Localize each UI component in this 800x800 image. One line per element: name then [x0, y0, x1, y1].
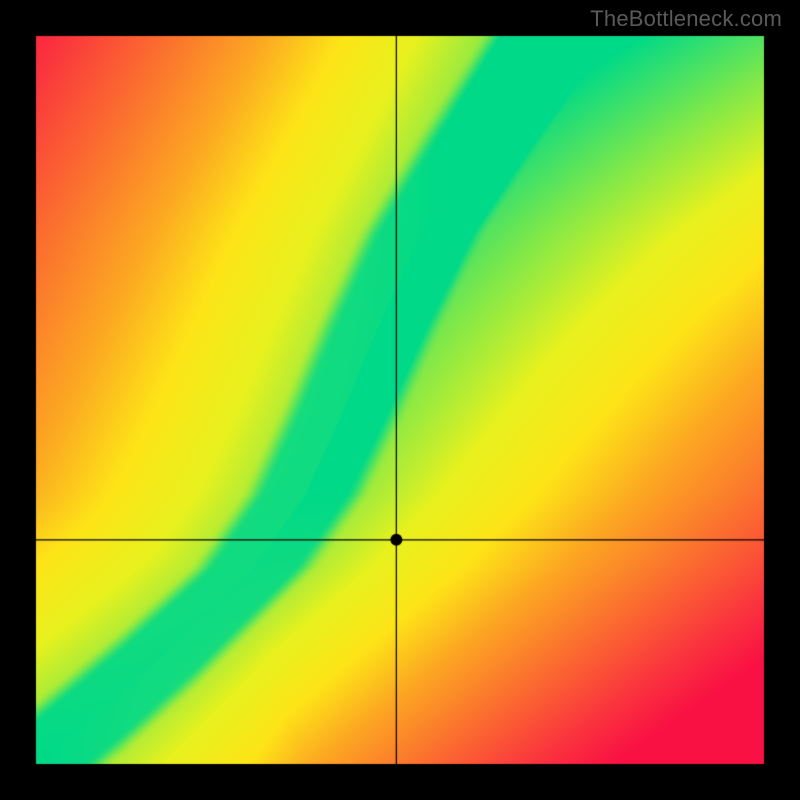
- bottleneck-heatmap-canvas: [0, 0, 800, 800]
- watermark-text: TheBottleneck.com: [590, 6, 782, 32]
- chart-container: TheBottleneck.com: [0, 0, 800, 800]
